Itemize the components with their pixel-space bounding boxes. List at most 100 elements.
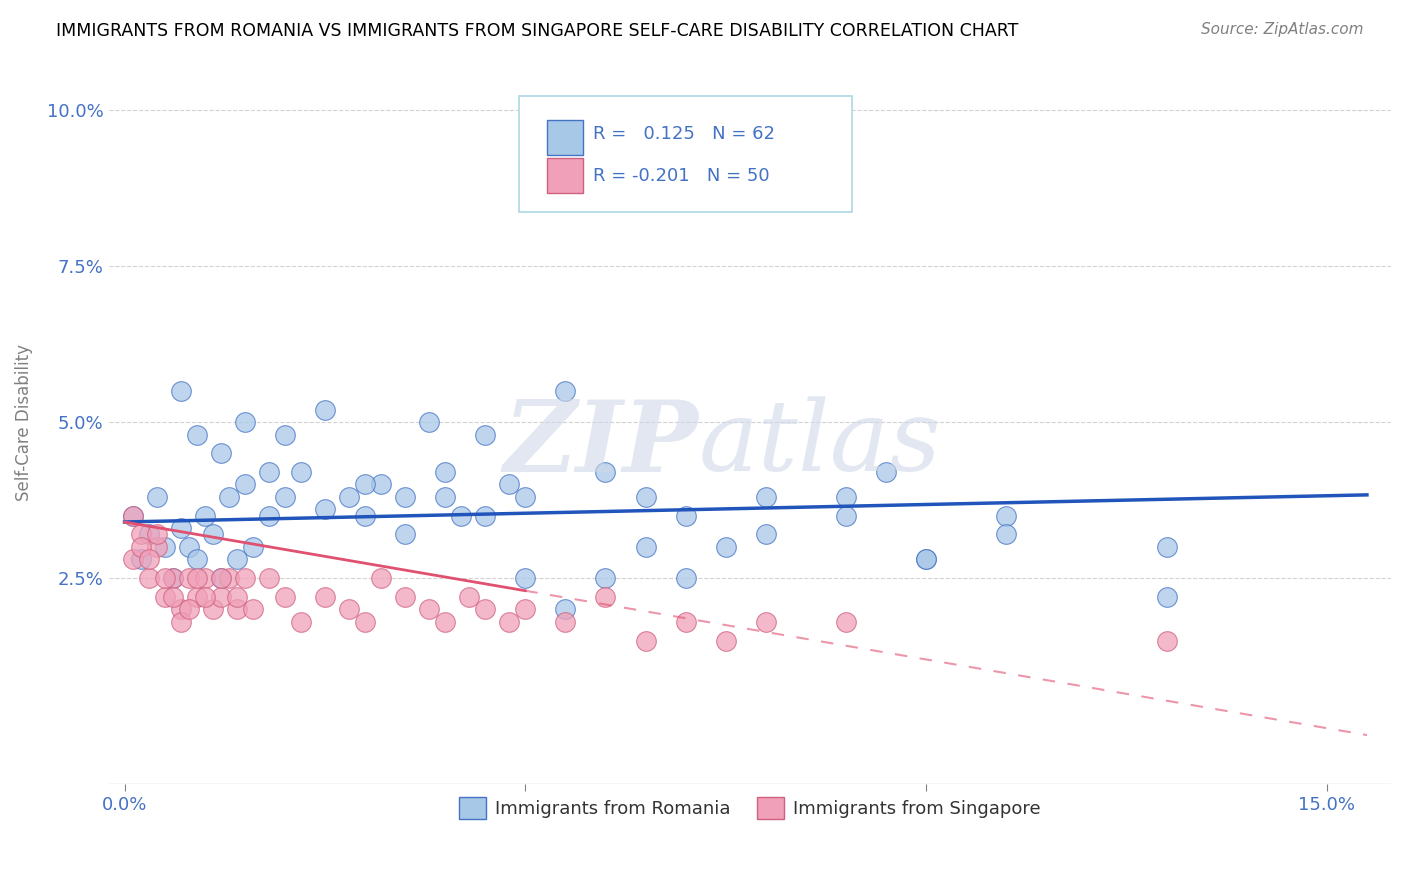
Text: atlas: atlas (699, 396, 941, 491)
Point (554, 615, 576, 629)
Point (225, 602, 247, 616)
Point (129, 540, 152, 554)
Point (233, 571, 256, 585)
Point (434, 615, 457, 629)
Point (177, 540, 200, 554)
Point (1156, 540, 1178, 554)
Point (474, 508, 496, 523)
Point (242, 602, 264, 616)
Point (121, 508, 143, 523)
Point (418, 415, 440, 429)
Point (209, 571, 232, 585)
Point (634, 633, 657, 648)
Point (186, 427, 208, 442)
Point (714, 633, 737, 648)
Point (675, 571, 697, 585)
Point (634, 490, 657, 504)
Point (162, 571, 184, 585)
Point (434, 490, 457, 504)
Point (755, 490, 778, 504)
Point (153, 571, 176, 585)
Point (915, 552, 938, 566)
Point (434, 465, 457, 479)
Point (1156, 590, 1178, 604)
Point (201, 602, 224, 616)
Point (257, 508, 280, 523)
Point (675, 615, 697, 629)
Point (194, 590, 217, 604)
Text: R = -0.201   N = 50: R = -0.201 N = 50 (593, 167, 770, 185)
Point (474, 427, 496, 442)
Point (186, 552, 208, 566)
Point (290, 465, 312, 479)
FancyBboxPatch shape (519, 95, 852, 211)
Point (138, 552, 160, 566)
Point (755, 527, 778, 541)
Point (458, 590, 481, 604)
Text: Source: ZipAtlas.com: Source: ZipAtlas.com (1201, 22, 1364, 37)
Point (394, 490, 416, 504)
Point (218, 490, 240, 504)
Text: ZIP: ZIP (503, 395, 699, 492)
Point (995, 527, 1018, 541)
Point (257, 465, 280, 479)
Point (515, 571, 537, 585)
Point (274, 427, 297, 442)
Point (675, 508, 697, 523)
Point (201, 527, 224, 541)
Point (394, 590, 416, 604)
Point (145, 540, 167, 554)
Point (394, 527, 416, 541)
Point (162, 571, 184, 585)
Point (153, 540, 176, 554)
Point (714, 540, 737, 554)
FancyBboxPatch shape (547, 158, 583, 193)
Point (225, 552, 247, 566)
Point (233, 415, 256, 429)
Point (835, 490, 858, 504)
Point (354, 508, 377, 523)
Point (290, 615, 312, 629)
Point (129, 552, 152, 566)
Point (177, 571, 200, 585)
Point (515, 602, 537, 616)
Point (755, 615, 778, 629)
Point (554, 602, 576, 616)
Point (354, 615, 377, 629)
Point (337, 490, 360, 504)
Point (418, 602, 440, 616)
Point (274, 490, 297, 504)
Point (177, 602, 200, 616)
Point (138, 527, 160, 541)
Point (314, 502, 336, 516)
Point (129, 527, 152, 541)
Point (314, 590, 336, 604)
Point (145, 527, 167, 541)
Point (257, 571, 280, 585)
FancyBboxPatch shape (547, 120, 583, 155)
Point (169, 521, 191, 535)
Point (554, 384, 576, 398)
Point (145, 490, 167, 504)
Point (498, 615, 520, 629)
Point (218, 571, 240, 585)
Point (354, 477, 377, 491)
Y-axis label: Self-Care Disability: Self-Care Disability (15, 343, 32, 500)
Point (595, 571, 617, 585)
Point (595, 465, 617, 479)
Point (515, 490, 537, 504)
Point (194, 571, 217, 585)
Point (233, 477, 256, 491)
Point (370, 571, 392, 585)
Point (474, 602, 496, 616)
Point (121, 508, 143, 523)
Text: IMMIGRANTS FROM ROMANIA VS IMMIGRANTS FROM SINGAPORE SELF-CARE DISABILITY CORREL: IMMIGRANTS FROM ROMANIA VS IMMIGRANTS FR… (56, 22, 1018, 40)
Point (138, 571, 160, 585)
Point (153, 590, 176, 604)
Point (875, 465, 897, 479)
Point (274, 590, 297, 604)
Legend: Immigrants from Romania, Immigrants from Singapore: Immigrants from Romania, Immigrants from… (451, 789, 1049, 826)
Point (370, 477, 392, 491)
Point (595, 590, 617, 604)
Point (1156, 633, 1178, 648)
